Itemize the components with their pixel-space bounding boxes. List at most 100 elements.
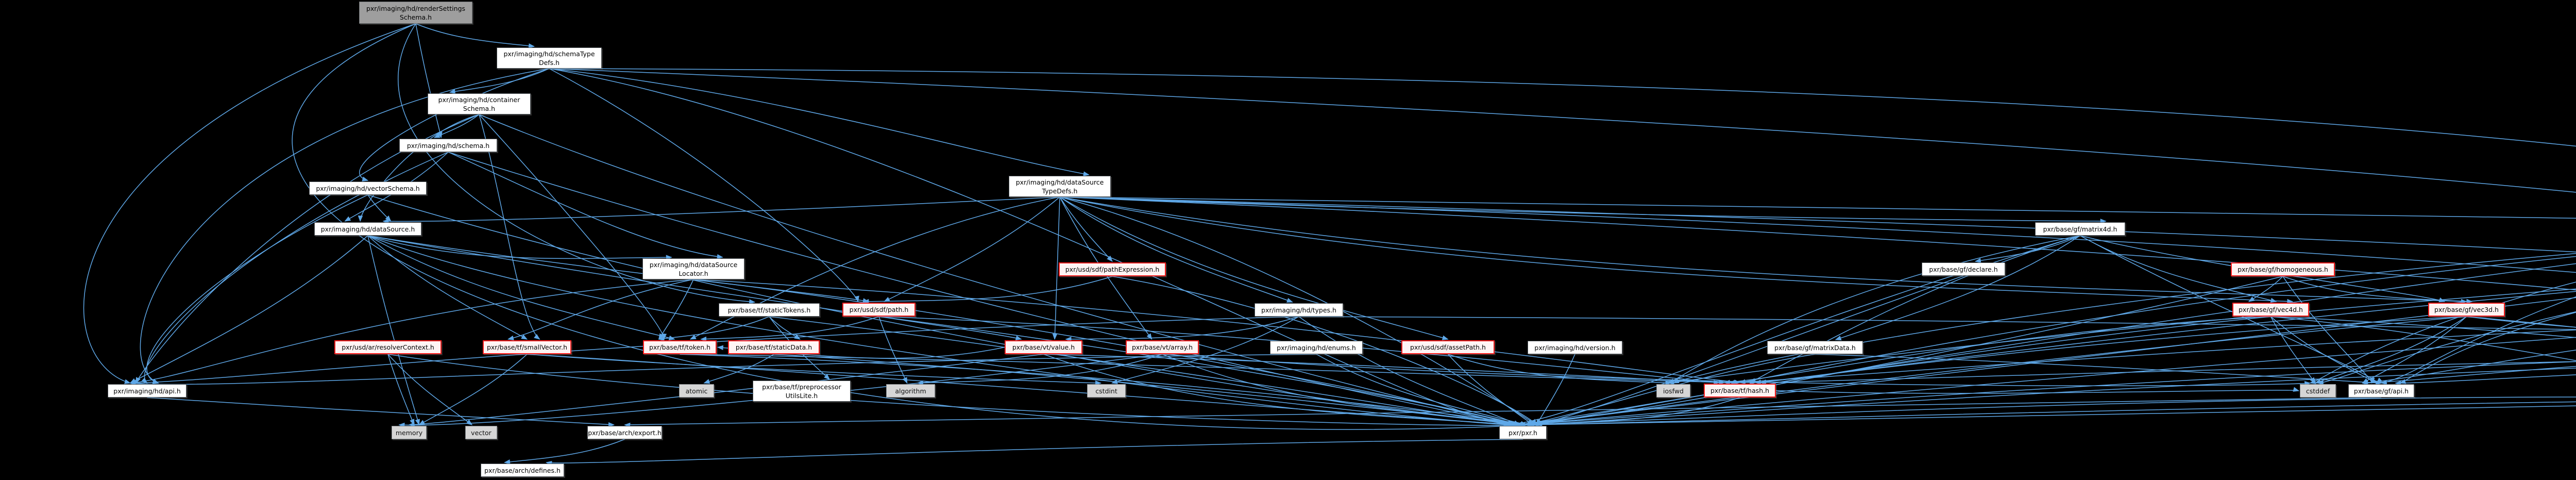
edge-vec2f-to-gfApi [2380, 296, 2576, 385]
edge-schemaTypeDefs-to-pxrH [549, 68, 1510, 427]
node-dataSource[interactable]: pxr/imaging/hd/dataSource.h [314, 222, 421, 236]
edge-gfMath-to-gfApi [2362, 366, 2576, 386]
node-algorithm[interactable]: algorithm [886, 384, 935, 398]
node-gfDeclare[interactable]: pxr/base/gf/declare.h [1922, 262, 2005, 276]
edge-sdfPath-to-pxrH [878, 316, 1514, 425]
node-archExport[interactable]: pxr/base/arch/export.h [587, 426, 662, 439]
edge-vec2d-to-cstddef [2317, 311, 2576, 386]
node-gfApi[interactable]: pxr/base/gf/api.h [2348, 384, 2414, 398]
edge-archExport-to-archDefines [504, 439, 625, 465]
edge-vec2h-to-pxrH [1512, 337, 2576, 427]
edge-vec2f-to-iosfwd [1672, 253, 2576, 384]
edge-root-to-schemaTypeDefs [415, 23, 535, 48]
node-smallVector[interactable]: pxr/base/tf/smallVector.h [483, 340, 571, 354]
edge-matrixData-to-gfApi [1815, 354, 2382, 386]
edge-dataSourceTypeDefs-to-hdTypes [1059, 196, 1293, 303]
edge-matrix4d-to-iosfwd [1668, 235, 2080, 384]
edge-vec2i-to-pxrH [1526, 368, 2576, 427]
node-vec4d[interactable]: pxr/base/gf/vec4d.h [2232, 303, 2309, 317]
edge-hdTypes-to-vtValue [1065, 316, 1299, 342]
edge-schemaTypeDefs-to-sdfPath [549, 68, 859, 303]
edge-vec2h-to-gfApi [2362, 350, 2576, 386]
edge-matrix4d-to-matrixData [1835, 235, 2080, 341]
node-vectorSchema[interactable]: pxr/imaging/hd/vectorSchema.h [309, 181, 427, 195]
node-containerSchema[interactable]: pxr/imaging/hd/container Schema.h [428, 93, 531, 114]
node-staticTokens[interactable]: pxr/base/tf/staticTokens.h [719, 303, 820, 317]
node-matrix4d[interactable]: pxr/base/gf/matrix4d.h [2035, 222, 2125, 236]
node-pathExpression[interactable]: pxr/usd/sdf/pathExpression.h [1059, 262, 1166, 276]
edge-dataSource-to-dataSourceLocator [367, 235, 672, 260]
node-staticData[interactable]: pxr/base/tf/staticData.h [728, 340, 820, 354]
edge-enums-to-pxrH [1316, 354, 1527, 426]
node-vtArray[interactable]: pxr/base/vt/array.h [1126, 340, 1199, 354]
node-archDefines[interactable]: pxr/base/arch/defines.h [481, 464, 564, 477]
edge-vtValue-to-memory [408, 354, 1044, 427]
edge-vec2f-to-pxrH [1515, 263, 2576, 427]
edge-gfMath-to-pxrH [1515, 361, 2576, 427]
edge-dataSourceTypeDefs-to-tfToken [689, 196, 1060, 340]
node-cstddef[interactable]: cstddef [2300, 384, 2336, 398]
node-dataSourceTypeDefs[interactable]: pxr/imaging/hd/dataSource TypeDefs.h [1009, 176, 1111, 197]
node-cstdint[interactable]: cstdint [1087, 384, 1126, 398]
edge-schema-to-hdApi [141, 152, 449, 384]
edge-vec4d-to-cstddef [2270, 316, 2316, 384]
edge-dataSourceTypeDefs-to-pathExpression [1059, 196, 1113, 262]
edge-dataSourceTypeDefs-to-matrix4d [1059, 196, 2107, 224]
edge-schemaTypeDefs-to-vec2f [549, 68, 2576, 193]
edge-matrix4d-to-vec4d [2080, 235, 2277, 303]
node-pxrH[interactable]: pxr/pxr.h [1499, 426, 1547, 439]
edge-hdTypes-to-pxrH [1298, 316, 1520, 425]
node-vtValue[interactable]: pxr/base/vt/value.h [1005, 340, 1082, 354]
node-sdfPath[interactable]: pxr/usd/sdf/path.h [842, 303, 916, 317]
edge-containerSchema-to-dataSource [358, 114, 480, 222]
edge-dataSourceLocator-to-smallVector [507, 279, 694, 341]
edge-pathExpression-to-sdfPath [862, 276, 1113, 304]
node-homogeneous[interactable]: pxr/base/gf/homogeneous.h [2231, 262, 2335, 276]
node-vec3d[interactable]: pxr/base/gf/vec3d.h [2428, 303, 2505, 317]
edge-vtArray-to-algorithm [917, 354, 1163, 386]
edge-assetPath-to-pxrH [1447, 354, 1534, 425]
node-resolverContext[interactable]: pxr/usd/ar/resolverContext.h [334, 340, 442, 354]
node-hdVersion[interactable]: pxr/imaging/hd/version.h [1528, 341, 1622, 354]
edge-homogeneous-to-vec4d [2248, 276, 2283, 302]
edge-smallVector-to-cstdint [527, 354, 1101, 386]
node-assetPath[interactable]: pxr/usd/sdf/assetPath.h [1401, 340, 1495, 354]
edge-dataSource-to-hdApi [129, 235, 368, 384]
node-preprocessorUtilsLite[interactable]: pxr/base/tf/preprocessor UtilsLite.h [753, 380, 851, 402]
node-iosfwd[interactable]: iosfwd [1656, 384, 1690, 398]
edge-staticTokens-to-tfToken [658, 316, 770, 341]
node-hdApi[interactable]: pxr/imaging/hd/api.h [108, 384, 187, 398]
edge-vec3d-to-gfMath [2466, 316, 2576, 328]
node-hdTypes[interactable]: pxr/imaging/hd/types.h [1255, 303, 1343, 317]
edge-root-to-schema [415, 23, 443, 139]
node-dataSourceLocator[interactable]: pxr/imaging/hd/dataSource Locator.h [642, 258, 744, 279]
edge-dataSourceTypeDefs-to-dataSource [382, 196, 1060, 224]
edge-vec2f-to-cstddef [2309, 282, 2576, 384]
node-tfToken[interactable]: pxr/base/tf/token.h [643, 340, 717, 354]
edge-schemaTypeDefs-to-vectorSchema [359, 68, 550, 181]
edge-matrix4d-to-vec3d [2080, 235, 2446, 303]
edge-resolverContext-to-vector [387, 354, 473, 425]
node-vector[interactable]: vector [465, 426, 497, 439]
edge-vec4d-to-gfLimits [2270, 316, 2576, 361]
node-schemaTypeDefs[interactable]: pxr/imaging/hd/schemaType Defs.h [497, 47, 602, 69]
edge-dataSourceTypeDefs-to-vec2h [1059, 196, 2576, 273]
edge-hdTypes-to-vec2i [1298, 316, 2576, 330]
edge-vec4d-to-tfHash [1723, 316, 2271, 385]
node-matrixData[interactable]: pxr/base/gf/matrixData.h [1767, 341, 1863, 354]
edge-vec4d-to-gfApi [2270, 316, 2377, 384]
edge-dataSource-to-memory [367, 235, 420, 426]
edge-vectorSchema-to-pxrH [367, 194, 1534, 427]
edge-root-to-hdApi [83, 23, 416, 384]
edge-matrix4d-to-gfDeclare [1974, 235, 2080, 263]
node-atomic[interactable]: atomic [679, 384, 714, 398]
edge-dataSourceTypeDefs-to-assetPath [1059, 196, 1449, 340]
node-schema[interactable]: pxr/imaging/hd/schema.h [399, 139, 497, 152]
edge-containerSchema-to-smallVector [479, 114, 540, 340]
node-enums[interactable]: pxr/imaging/hd/enums.h [1270, 341, 1363, 354]
edge-assetPath-to-iosfwd [1448, 354, 1672, 386]
edge-hdTypes-to-cstdint [1111, 316, 1299, 384]
edge-dataSourceLocator-to-tfHash [693, 279, 1741, 385]
node-tfHash[interactable]: pxr/base/tf/hash.h [1704, 384, 1776, 398]
node-memory[interactable]: memory [392, 426, 427, 439]
